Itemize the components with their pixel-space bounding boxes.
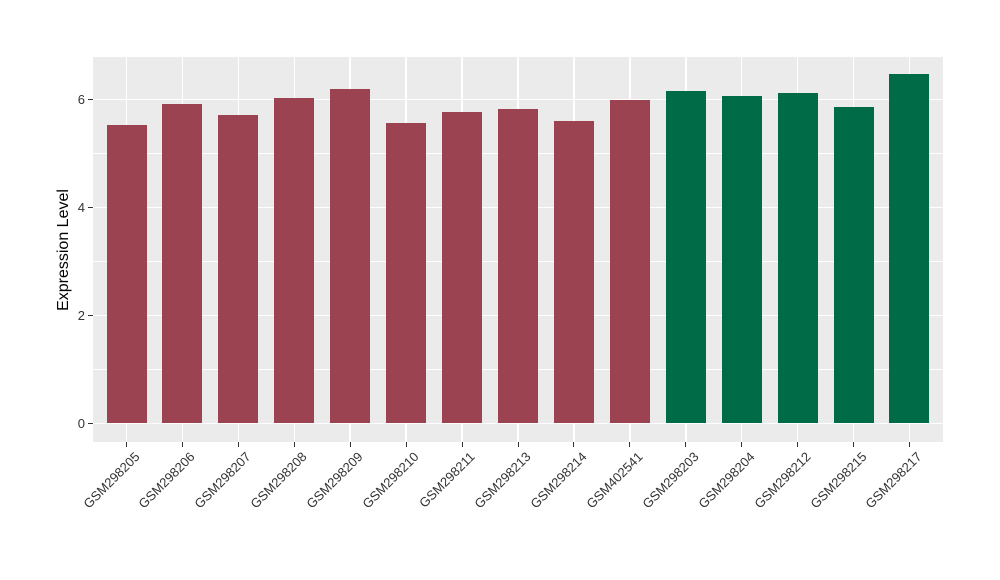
x-tick-label-GSM298213: GSM298213	[471, 449, 534, 512]
plot-panel	[93, 57, 943, 442]
bar-GSM298203	[665, 91, 706, 424]
bar-GSM298209	[330, 89, 371, 424]
x-tick-label-GSM298217: GSM298217	[862, 449, 926, 512]
x-axis-tick	[405, 442, 407, 447]
y-tick-label-0: 0	[77, 415, 85, 431]
x-tick-label-GSM298205: GSM298205	[79, 449, 143, 512]
x-axis-tick	[293, 442, 295, 447]
bar-GSM298215	[833, 107, 874, 424]
bar-GSM298212	[777, 93, 818, 424]
x-axis-tick	[126, 442, 128, 447]
y-axis-tick	[88, 423, 93, 424]
x-axis-tick	[797, 442, 799, 447]
x-tick-label-GSM298203: GSM298203	[639, 449, 702, 512]
x-axis-tick	[853, 442, 855, 447]
x-tick-label-GSM298208: GSM298208	[247, 449, 310, 512]
x-axis-tick	[629, 442, 631, 447]
x-tick-label-GSM298207: GSM298207	[191, 449, 255, 512]
x-axis-tick	[741, 442, 743, 447]
x-axis-tick	[517, 442, 519, 447]
x-axis-tick	[685, 442, 687, 447]
bar-GSM298214	[553, 120, 594, 424]
x-axis-tick	[573, 442, 575, 447]
y-tick-label-6: 6	[77, 91, 85, 107]
y-tick-label-2: 2	[77, 307, 85, 323]
y-tick-label-4: 4	[77, 199, 85, 215]
bar-GSM298211	[442, 112, 483, 424]
x-axis-tick	[461, 442, 463, 447]
bar-GSM298204	[721, 96, 762, 424]
x-tick-label-GSM298206: GSM298206	[135, 449, 199, 512]
y-axis-tick	[88, 315, 93, 316]
gridline-major	[93, 98, 943, 101]
gridline-major	[93, 422, 943, 425]
bar-GSM298205	[106, 125, 147, 424]
y-axis-tick	[88, 99, 93, 100]
x-tick-label-GSM298214: GSM298214	[527, 449, 590, 512]
y-axis-title: Expression Level	[55, 189, 72, 311]
bar-GSM298210	[386, 122, 427, 424]
x-axis-tick	[237, 442, 239, 447]
bar-GSM298217	[889, 74, 930, 424]
x-axis-tick	[908, 442, 910, 447]
x-tick-label-GSM298209: GSM298209	[303, 449, 366, 512]
x-tick-label-GSM298211: GSM298211	[416, 449, 478, 511]
bar-GSM298207	[218, 114, 259, 424]
x-tick-label-GSM298204: GSM298204	[695, 449, 758, 512]
x-tick-label-GSM402541: GSM402541	[583, 449, 646, 512]
x-tick-label-GSM298210: GSM298210	[359, 449, 422, 512]
y-axis-tick	[88, 207, 93, 208]
bar-GSM402541	[609, 100, 650, 424]
x-tick-label-GSM298215: GSM298215	[806, 449, 870, 512]
bar-GSM298213	[498, 108, 538, 424]
bar-GSM298208	[274, 98, 315, 424]
x-axis-tick	[349, 442, 351, 447]
x-tick-label-GSM298212: GSM298212	[750, 449, 814, 512]
bar-GSM298206	[162, 103, 203, 424]
x-axis-tick	[181, 442, 183, 447]
